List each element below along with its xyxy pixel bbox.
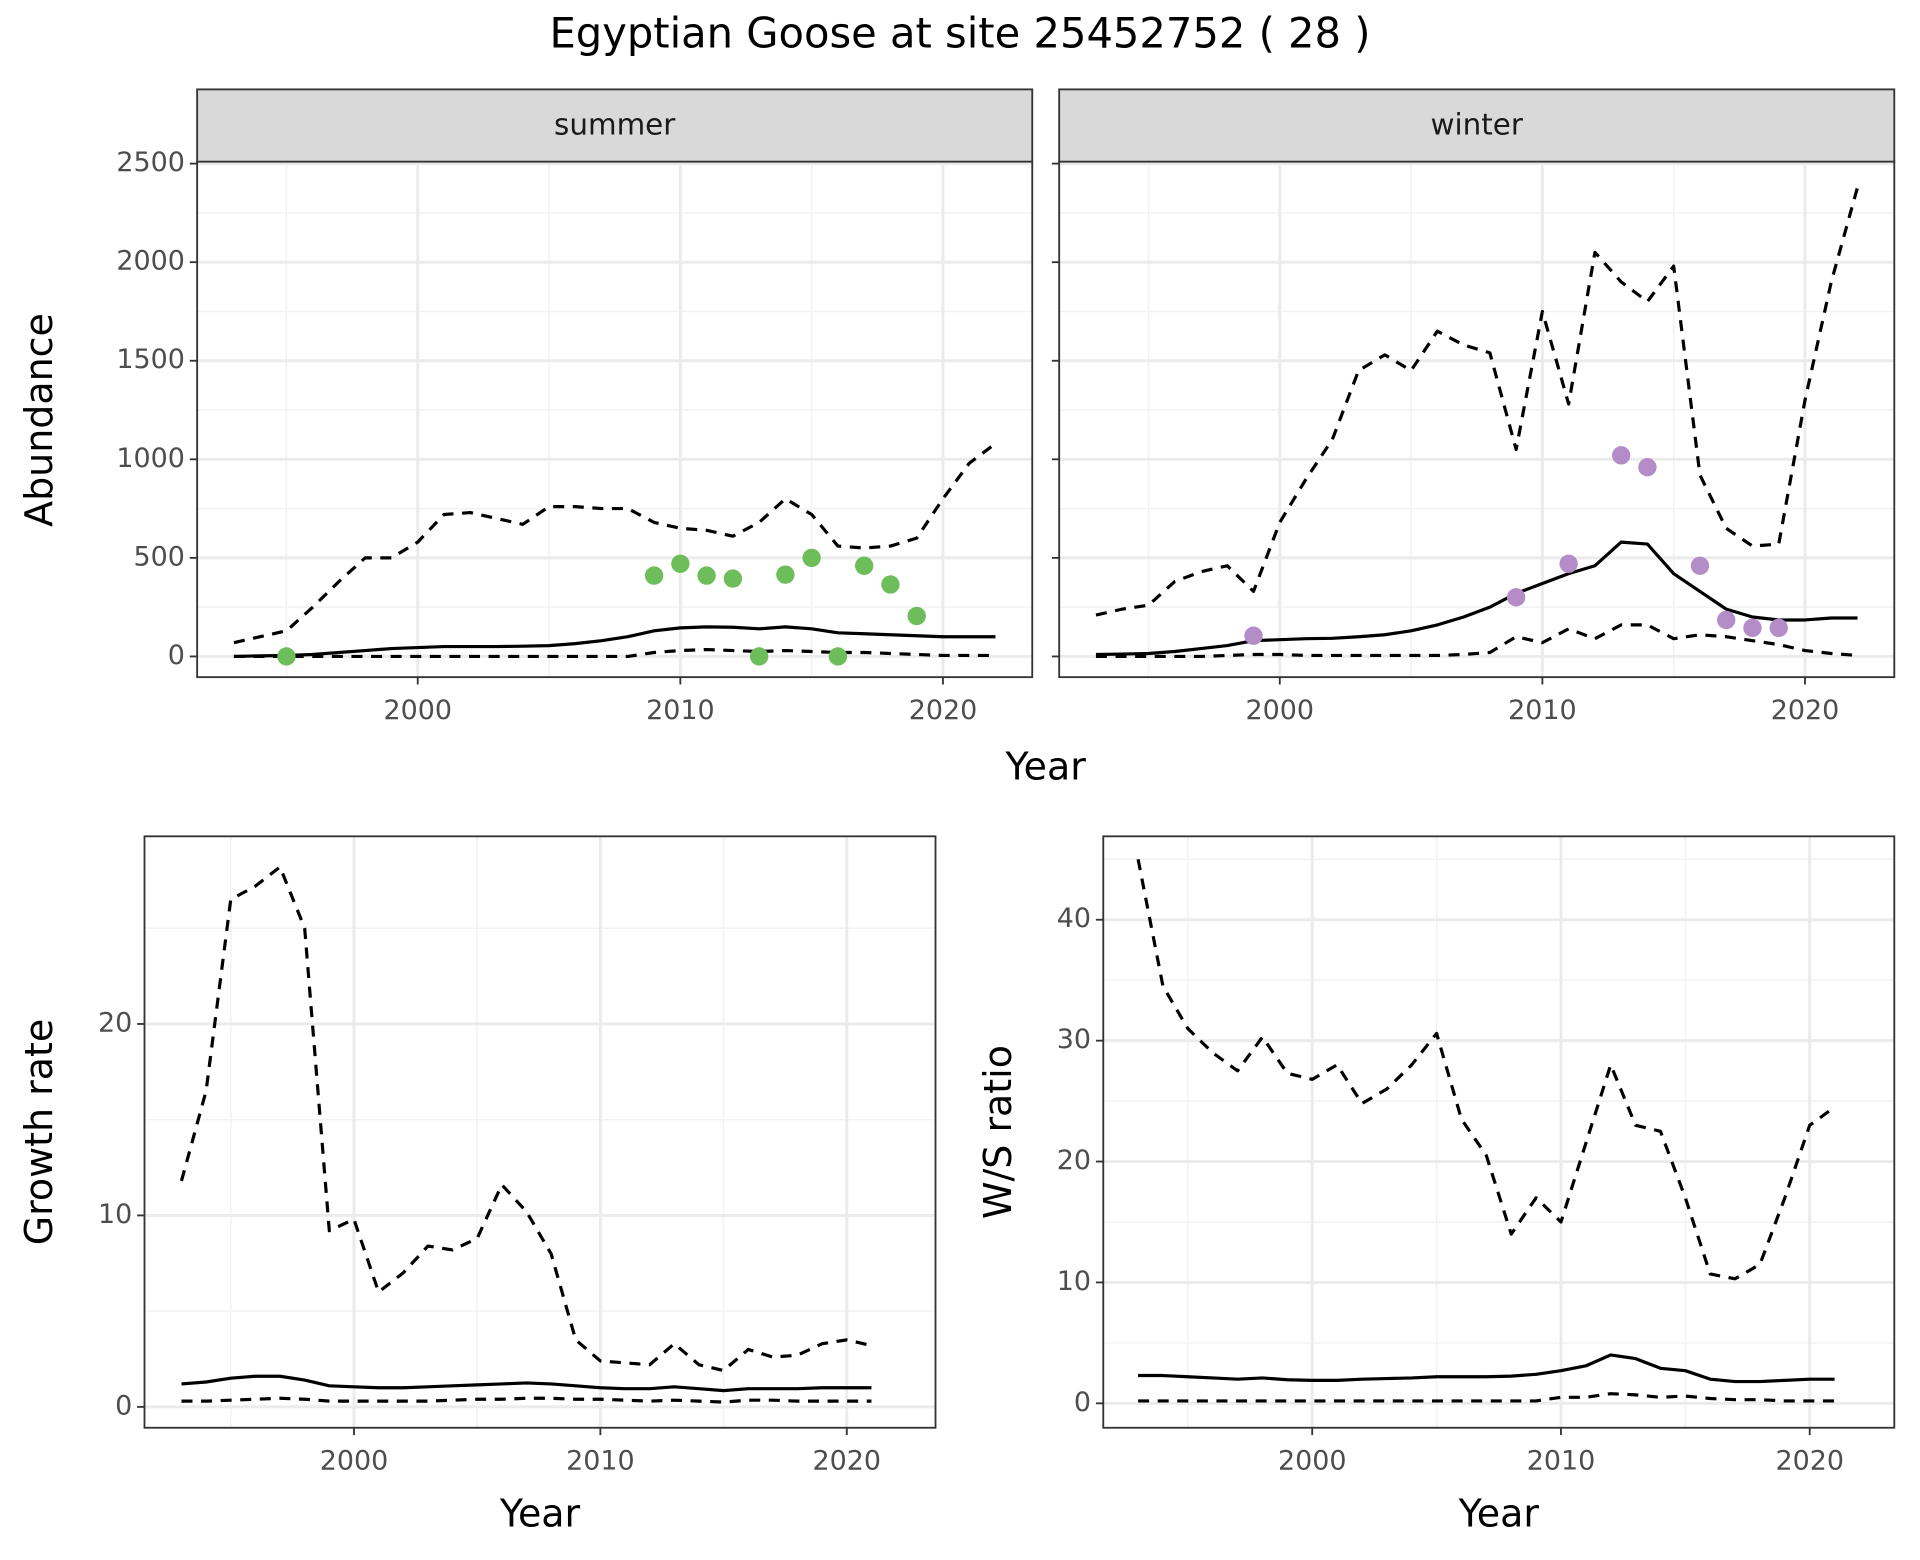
data-point xyxy=(1244,626,1263,645)
data-point xyxy=(1506,588,1526,607)
y-tick-label: 0 xyxy=(168,640,185,671)
x-tick-label: 2010 xyxy=(646,695,715,726)
y-tick-label: 10 xyxy=(98,1199,132,1230)
y-tick-label: 30 xyxy=(1057,1024,1091,1055)
x-tick-label: 2000 xyxy=(1246,695,1315,726)
figure-title: Egyptian Goose at site 25452752 ( 28 ) xyxy=(550,9,1371,58)
data-point xyxy=(881,575,900,594)
data-point xyxy=(697,566,716,585)
data-point xyxy=(1638,458,1657,477)
series-line xyxy=(233,647,996,659)
y-axis-title: W/S ratio xyxy=(976,1045,1020,1219)
data-point xyxy=(1769,618,1788,638)
x-tick-label: 2020 xyxy=(1775,1446,1844,1477)
series-line xyxy=(181,1396,872,1404)
y-axis-title: Growth rate xyxy=(17,1019,61,1245)
data-point xyxy=(644,566,664,585)
panel xyxy=(1059,161,1895,678)
y-tick-label: 40 xyxy=(1057,903,1091,934)
strip xyxy=(1058,88,1896,163)
x-axis-title: Year xyxy=(1005,744,1087,788)
x-axis-title: Year xyxy=(499,1491,581,1535)
y-tick-label: 500 xyxy=(134,541,185,572)
series-line xyxy=(233,625,996,659)
x-tick-label: 2010 xyxy=(1508,695,1577,726)
series-line xyxy=(1095,623,1858,659)
series-line xyxy=(1095,186,1860,617)
panel xyxy=(1103,836,1895,1428)
x-tick-label: 2000 xyxy=(320,1446,389,1477)
y-tick-label: 0 xyxy=(115,1390,132,1421)
x-tick-label: 2020 xyxy=(813,1446,882,1477)
y-tick-label: 1500 xyxy=(116,344,185,375)
data-point xyxy=(802,548,821,568)
y-tick-label: 1000 xyxy=(116,443,185,474)
y-tick-label: 2000 xyxy=(116,246,185,277)
x-tick-label: 2020 xyxy=(1771,695,1840,726)
y-axis-title: Abundance xyxy=(17,313,61,527)
series-line xyxy=(181,1374,872,1393)
y-tick-label: 2500 xyxy=(116,147,185,178)
x-tick-label: 2000 xyxy=(1278,1446,1347,1477)
data-point xyxy=(907,606,926,626)
y-tick-label: 10 xyxy=(1057,1266,1091,1297)
data-point xyxy=(749,647,769,666)
strip-label: summer xyxy=(554,108,676,142)
data-point xyxy=(1690,556,1710,575)
y-tick-label: 20 xyxy=(1057,1145,1091,1176)
data-point xyxy=(1717,610,1736,630)
series-line xyxy=(233,442,997,645)
data-point xyxy=(854,556,874,575)
series-line xyxy=(1095,540,1858,657)
x-tick-label: 2010 xyxy=(566,1446,635,1477)
series-line xyxy=(1136,858,1836,1281)
y-tick-label: 0 xyxy=(1074,1387,1091,1418)
x-tick-label: 2000 xyxy=(383,695,452,726)
strip-label: winter xyxy=(1430,108,1523,142)
data-point xyxy=(1743,618,1762,638)
x-tick-label: 2020 xyxy=(909,695,978,726)
panel-border xyxy=(1102,835,1896,1429)
data-point xyxy=(828,647,848,666)
data-point xyxy=(1559,554,1578,573)
panel-border xyxy=(143,835,937,1429)
data-point xyxy=(723,569,743,588)
data-point xyxy=(671,554,690,573)
data-point xyxy=(277,647,296,666)
x-axis-title: Year xyxy=(1458,1491,1540,1535)
data-point xyxy=(776,565,795,584)
x-tick-label: 2010 xyxy=(1527,1446,1596,1477)
panel xyxy=(144,836,936,1428)
data-point xyxy=(1611,446,1631,465)
y-tick-label: 20 xyxy=(98,1007,132,1038)
series-line xyxy=(1138,1353,1835,1384)
strip xyxy=(196,88,1034,163)
